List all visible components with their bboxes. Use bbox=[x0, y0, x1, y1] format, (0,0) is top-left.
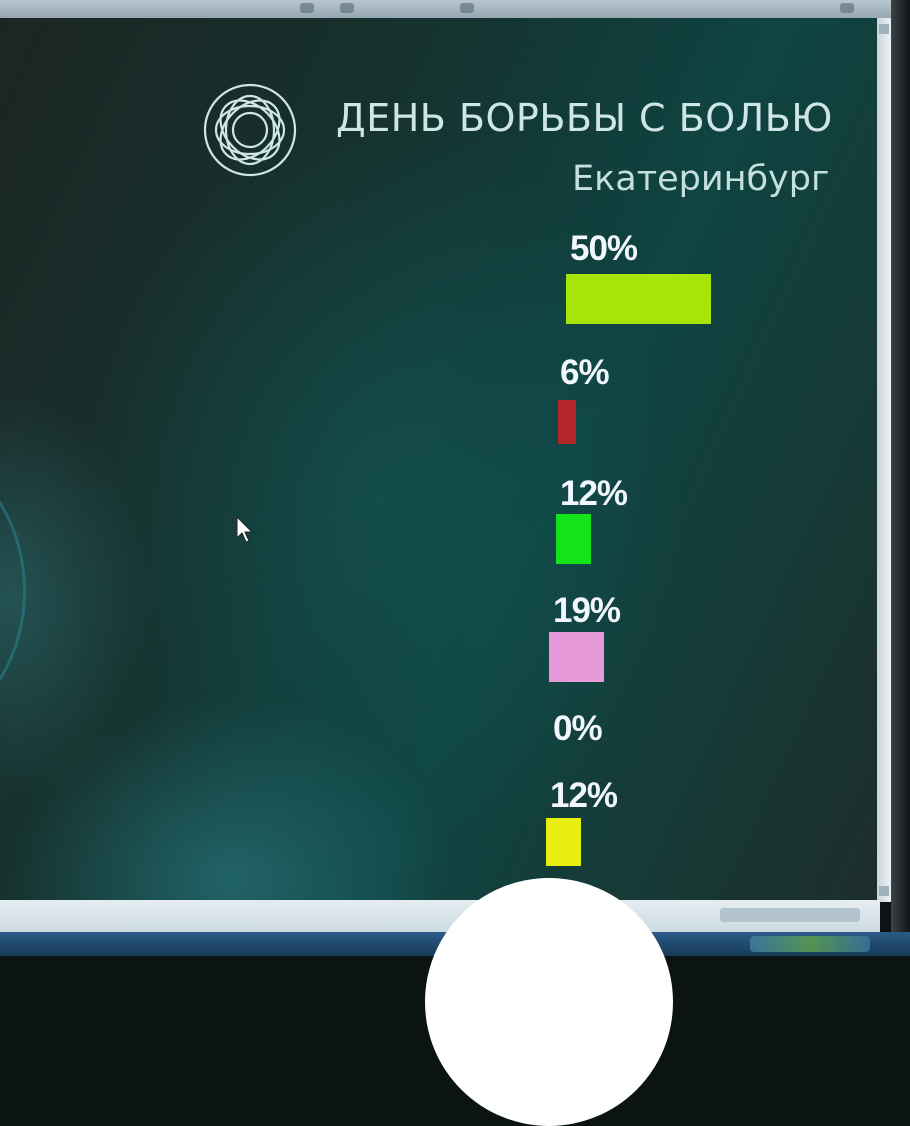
status-bar bbox=[0, 900, 880, 938]
bar-value-label: 0% bbox=[553, 709, 603, 748]
toolbar-icon[interactable] bbox=[840, 3, 854, 13]
presentation-slide: ДЕНЬ БОРЬБЫ С БОЛЬЮ Екатеринбург 50% 6% 12… bbox=[0, 18, 884, 900]
vertical-scrollbar[interactable] bbox=[877, 18, 891, 902]
bar-value-label: 50% bbox=[570, 229, 638, 268]
bar bbox=[546, 818, 581, 866]
toolbar-icon[interactable] bbox=[460, 3, 474, 13]
bar bbox=[566, 274, 711, 324]
bar-value-label: 12% bbox=[560, 474, 628, 513]
zoom-slider[interactable] bbox=[720, 908, 860, 922]
bar bbox=[556, 514, 591, 564]
rosette-logo-icon bbox=[203, 83, 297, 177]
mouse-cursor-icon bbox=[236, 516, 254, 543]
bar-value-label: 19% bbox=[553, 591, 621, 630]
slide-title: ДЕНЬ БОРЬБЫ С БОЛЬЮ bbox=[336, 96, 833, 140]
slide-subtitle: Екатеринбург bbox=[572, 159, 830, 199]
toolbar-icon[interactable] bbox=[340, 3, 354, 13]
toolbar-icon[interactable] bbox=[300, 3, 314, 13]
camera-glare bbox=[425, 878, 673, 1126]
scroll-down-icon[interactable] bbox=[879, 886, 889, 896]
bar bbox=[549, 632, 605, 682]
scroll-up-icon[interactable] bbox=[879, 24, 889, 34]
bar-value-label: 12% bbox=[550, 776, 618, 815]
bar-value-label: 6% bbox=[560, 353, 610, 392]
system-tray[interactable] bbox=[750, 936, 870, 952]
bar bbox=[558, 400, 576, 444]
decorative-circle bbox=[0, 438, 26, 744]
monitor-bezel bbox=[891, 0, 910, 956]
monitor-top-toolbar bbox=[0, 0, 910, 22]
